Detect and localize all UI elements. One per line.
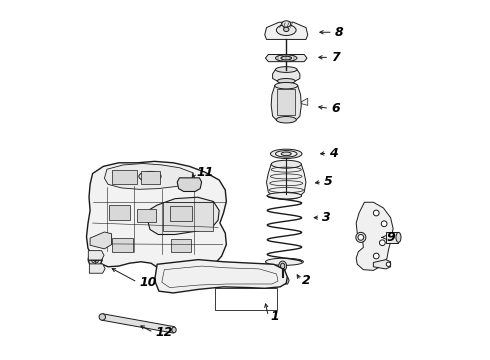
Text: 2: 2 (302, 274, 311, 287)
Bar (109, 205, 130, 220)
Polygon shape (271, 86, 301, 120)
Ellipse shape (143, 174, 157, 179)
Bar (215, 288, 277, 310)
Ellipse shape (270, 149, 302, 158)
Bar (141, 171, 160, 184)
Ellipse shape (277, 78, 295, 84)
Ellipse shape (386, 262, 391, 266)
Polygon shape (88, 251, 104, 260)
Polygon shape (90, 232, 112, 249)
Ellipse shape (282, 21, 291, 27)
Bar (163, 202, 213, 231)
Text: 12: 12 (155, 326, 173, 339)
Bar (277, 89, 295, 116)
Text: 5: 5 (324, 175, 333, 188)
Polygon shape (155, 260, 287, 293)
Ellipse shape (271, 160, 301, 168)
Ellipse shape (272, 192, 300, 199)
Bar (137, 209, 156, 222)
Ellipse shape (281, 56, 292, 60)
Polygon shape (267, 164, 306, 196)
Ellipse shape (373, 253, 379, 259)
Polygon shape (89, 264, 105, 273)
Ellipse shape (281, 152, 291, 156)
Polygon shape (272, 69, 300, 81)
Polygon shape (177, 178, 201, 192)
Text: 8: 8 (335, 26, 343, 39)
Ellipse shape (279, 261, 287, 271)
Polygon shape (266, 54, 307, 62)
Ellipse shape (284, 27, 289, 32)
Ellipse shape (379, 240, 385, 246)
Ellipse shape (275, 82, 298, 89)
Bar (112, 238, 133, 252)
Text: 9: 9 (387, 231, 395, 244)
Polygon shape (373, 260, 391, 269)
Ellipse shape (93, 258, 97, 261)
Ellipse shape (266, 258, 303, 265)
Polygon shape (104, 163, 195, 189)
Text: 11: 11 (196, 166, 214, 179)
Text: 3: 3 (322, 211, 331, 224)
Polygon shape (265, 22, 308, 40)
Polygon shape (276, 277, 289, 284)
Ellipse shape (276, 25, 296, 36)
Ellipse shape (92, 256, 98, 263)
Polygon shape (87, 161, 226, 274)
Ellipse shape (172, 327, 176, 333)
Ellipse shape (373, 210, 379, 216)
Ellipse shape (275, 67, 297, 72)
Polygon shape (301, 98, 308, 105)
Text: 4: 4 (329, 147, 338, 159)
Text: 1: 1 (270, 310, 279, 323)
Text: 6: 6 (331, 102, 340, 115)
Ellipse shape (275, 55, 297, 61)
Ellipse shape (99, 314, 105, 320)
Ellipse shape (188, 182, 191, 185)
Polygon shape (147, 197, 219, 234)
Bar (170, 206, 192, 221)
Ellipse shape (276, 117, 296, 123)
Ellipse shape (267, 193, 302, 199)
Text: 7: 7 (331, 51, 340, 64)
Ellipse shape (280, 263, 285, 269)
Ellipse shape (358, 234, 364, 240)
Bar (172, 239, 191, 252)
Bar (112, 170, 137, 184)
Ellipse shape (381, 221, 387, 226)
Polygon shape (386, 232, 398, 243)
Text: 10: 10 (139, 276, 157, 289)
Ellipse shape (139, 171, 161, 181)
Ellipse shape (186, 180, 193, 187)
Ellipse shape (275, 150, 297, 157)
Polygon shape (356, 202, 393, 270)
Ellipse shape (356, 232, 366, 242)
Ellipse shape (88, 253, 102, 266)
Polygon shape (102, 314, 174, 333)
Ellipse shape (396, 232, 401, 242)
